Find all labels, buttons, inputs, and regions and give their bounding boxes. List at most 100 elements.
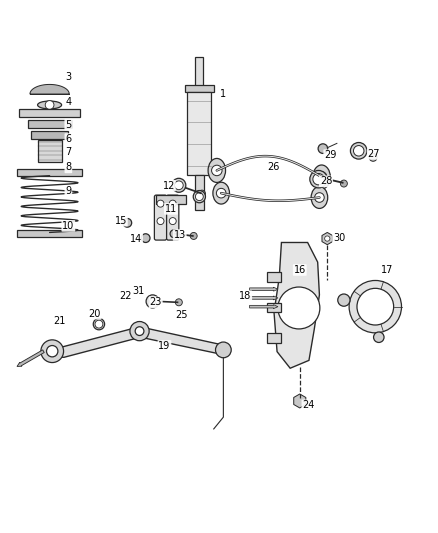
- Circle shape: [369, 154, 377, 161]
- Circle shape: [198, 190, 205, 197]
- Circle shape: [190, 232, 197, 239]
- Bar: [267, 303, 282, 312]
- Circle shape: [95, 320, 103, 328]
- Ellipse shape: [208, 158, 226, 182]
- Text: 14: 14: [130, 234, 142, 244]
- Circle shape: [216, 188, 226, 198]
- Circle shape: [157, 217, 164, 224]
- Bar: [267, 333, 282, 343]
- Text: 30: 30: [333, 233, 345, 243]
- Ellipse shape: [350, 142, 367, 159]
- Text: 7: 7: [65, 147, 71, 157]
- Ellipse shape: [172, 179, 186, 192]
- Bar: [19, 109, 80, 117]
- Circle shape: [174, 181, 183, 190]
- Text: 11: 11: [165, 204, 177, 214]
- Text: 26: 26: [267, 162, 280, 172]
- Circle shape: [146, 295, 159, 308]
- Circle shape: [318, 144, 328, 154]
- Text: 17: 17: [381, 265, 393, 275]
- Polygon shape: [30, 84, 69, 94]
- Text: 31: 31: [132, 286, 145, 295]
- Bar: [17, 169, 82, 176]
- Ellipse shape: [313, 165, 330, 189]
- Text: 13: 13: [173, 230, 186, 240]
- Ellipse shape: [38, 101, 62, 109]
- Text: 20: 20: [88, 309, 101, 319]
- Bar: [267, 272, 282, 282]
- Circle shape: [150, 298, 155, 304]
- Text: 6: 6: [65, 134, 71, 144]
- Bar: [28, 120, 71, 128]
- Circle shape: [314, 193, 324, 203]
- FancyArrow shape: [250, 305, 278, 309]
- Circle shape: [141, 234, 150, 243]
- Text: 5: 5: [65, 119, 71, 130]
- Circle shape: [46, 345, 58, 357]
- Bar: [31, 131, 68, 139]
- Text: 4: 4: [65, 97, 71, 107]
- Circle shape: [357, 288, 394, 325]
- Circle shape: [325, 236, 330, 241]
- Circle shape: [353, 146, 364, 156]
- Text: 22: 22: [119, 291, 131, 301]
- Circle shape: [313, 174, 324, 185]
- Bar: [185, 85, 214, 92]
- Text: 16: 16: [293, 265, 306, 275]
- Circle shape: [175, 299, 182, 306]
- Circle shape: [130, 321, 149, 341]
- Text: 21: 21: [53, 316, 66, 326]
- Text: 1: 1: [220, 89, 226, 99]
- Circle shape: [212, 165, 222, 176]
- Text: 24: 24: [302, 400, 314, 410]
- Bar: [194, 175, 204, 210]
- Circle shape: [170, 230, 178, 238]
- Circle shape: [316, 172, 327, 182]
- FancyArrow shape: [250, 296, 278, 300]
- Polygon shape: [43, 327, 223, 357]
- Circle shape: [215, 342, 231, 358]
- Circle shape: [169, 200, 176, 207]
- Bar: [156, 195, 186, 204]
- FancyArrow shape: [250, 287, 278, 291]
- Ellipse shape: [213, 182, 230, 204]
- Polygon shape: [322, 232, 332, 245]
- Circle shape: [349, 280, 402, 333]
- Text: 19: 19: [158, 341, 170, 351]
- Circle shape: [135, 327, 144, 335]
- Circle shape: [123, 219, 132, 227]
- FancyBboxPatch shape: [166, 195, 179, 240]
- Bar: [187, 92, 212, 175]
- Text: 3: 3: [65, 71, 71, 82]
- Bar: [17, 230, 82, 237]
- Text: 23: 23: [149, 297, 162, 308]
- Bar: [195, 57, 203, 87]
- Circle shape: [278, 287, 320, 329]
- Text: 9: 9: [65, 187, 71, 196]
- FancyArrow shape: [17, 350, 44, 367]
- Circle shape: [340, 180, 347, 187]
- Polygon shape: [274, 243, 319, 368]
- Text: 29: 29: [324, 150, 336, 160]
- Bar: [38, 140, 62, 161]
- Text: 12: 12: [162, 181, 175, 191]
- FancyBboxPatch shape: [154, 195, 166, 240]
- Circle shape: [195, 193, 203, 200]
- Text: 28: 28: [320, 176, 332, 187]
- Text: 27: 27: [368, 149, 380, 159]
- Text: 8: 8: [65, 163, 71, 172]
- Circle shape: [45, 101, 54, 109]
- Circle shape: [157, 200, 164, 207]
- Circle shape: [169, 217, 176, 224]
- Circle shape: [41, 340, 64, 362]
- Circle shape: [338, 294, 350, 306]
- Text: 10: 10: [62, 221, 74, 231]
- Text: 25: 25: [176, 310, 188, 320]
- Circle shape: [374, 332, 384, 343]
- Ellipse shape: [93, 318, 105, 330]
- Ellipse shape: [193, 190, 205, 203]
- Ellipse shape: [310, 171, 327, 188]
- Polygon shape: [294, 394, 306, 408]
- Ellipse shape: [311, 187, 328, 208]
- Text: 15: 15: [115, 216, 127, 225]
